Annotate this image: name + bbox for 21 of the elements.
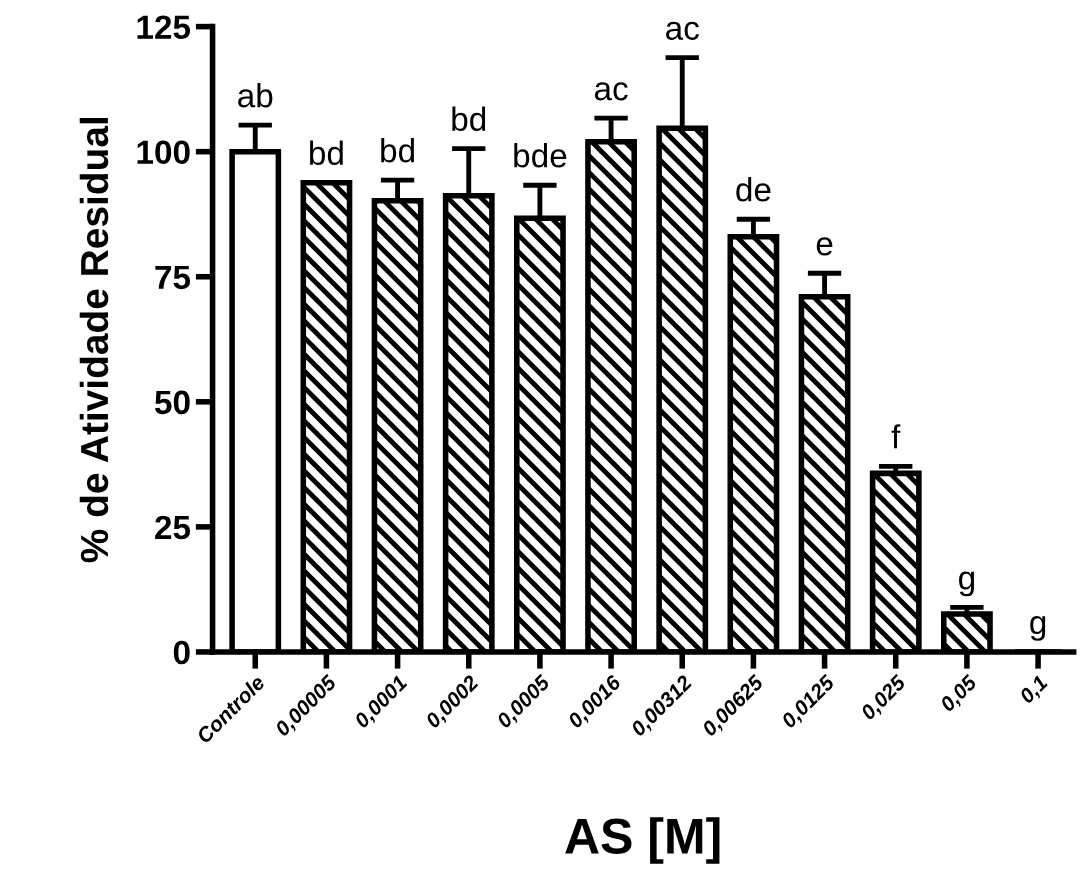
annotation: bd [452, 106, 486, 131]
y-tick-label: 0 [173, 640, 190, 665]
y-axis-title: % de Atividade Residual [79, 117, 109, 563]
annotation: bde [514, 143, 567, 168]
annotation: ab [238, 82, 273, 108]
annotation: g [1030, 616, 1046, 641]
y-tick-label: 75 [155, 265, 191, 290]
y-tick-label: 125 [137, 15, 191, 40]
x-tick-label: 0,1 [1018, 674, 1051, 707]
annotation: f [891, 424, 901, 449]
y-tick-label: 25 [155, 515, 191, 540]
annotation: ac [666, 21, 699, 40]
annotation: ac [594, 82, 628, 101]
y-tick-label: 100 [137, 140, 190, 165]
annotation: bd [381, 138, 414, 163]
y-tick-label: 50 [154, 390, 190, 415]
annotation: de [736, 177, 771, 202]
annotation: g [959, 571, 975, 597]
annotation: e [816, 237, 833, 256]
annotation: bd [310, 140, 343, 165]
x-axis-title: AS [M] [565, 817, 720, 864]
